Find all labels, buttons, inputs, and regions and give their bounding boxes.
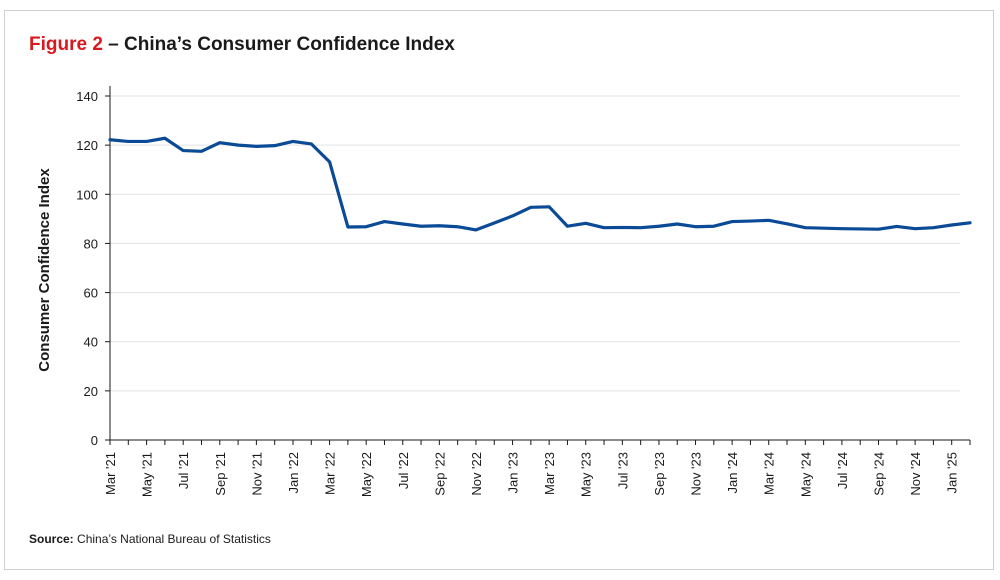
x-tick-label: Jan '25 [945, 452, 960, 494]
x-tick-label: Jan '22 [286, 452, 301, 494]
title-text: China’s Consumer Confidence Index [124, 34, 455, 55]
data-point [346, 225, 350, 229]
x-tick-label: Nov '24 [908, 452, 923, 496]
figure-frame [4, 10, 994, 570]
data-point [840, 227, 844, 230]
x-tick-label: May '21 [140, 452, 155, 497]
data-point [547, 205, 551, 209]
x-tick-label: Nov '22 [469, 452, 484, 496]
x-tick-label: Sep '24 [872, 452, 887, 496]
y-tick-label: 140 [76, 89, 98, 104]
data-point [859, 227, 862, 231]
data-point [511, 214, 514, 218]
data-point [584, 222, 587, 225]
x-tick-label: Mar '24 [762, 452, 777, 495]
gridlines [110, 95, 960, 392]
y-tick-label: 40 [84, 335, 98, 350]
y-tick-label: 0 [91, 433, 98, 448]
data-point [767, 219, 770, 222]
data-point [364, 225, 368, 228]
x-tick-label: Nov '21 [249, 452, 264, 496]
data-point [181, 149, 185, 152]
x-tick-label: Mar '22 [323, 452, 338, 495]
figure-label: Figure 2 [29, 34, 103, 55]
y-tick-label: 80 [84, 236, 98, 251]
x-tick-label: May '23 [579, 452, 594, 497]
x-axis: Mar '21 May '21 Jul '21 Sep '21 Nov '21 Jan '… [103, 439, 971, 497]
data-point [932, 226, 935, 229]
data-point [108, 138, 112, 141]
data-point [291, 140, 295, 143]
data-point [602, 226, 606, 229]
data-point [163, 137, 167, 140]
data-point [785, 222, 789, 225]
data-point [273, 144, 276, 147]
y-axis-label: Consumer Confidence Index [36, 168, 53, 372]
x-tick-label: Jan '24 [725, 452, 740, 494]
data-point [456, 225, 459, 228]
x-tick-label: Jul '21 [176, 452, 191, 489]
title-separator: – [102, 34, 125, 55]
data-point [657, 225, 661, 228]
y-tick-label: 100 [76, 187, 98, 202]
data-point [529, 206, 533, 209]
x-tick-label: Jul '23 [615, 452, 630, 489]
data-point [749, 219, 752, 223]
chart-title: Figure 2 – China’s Consumer Confidence I… [29, 34, 455, 56]
y-tick-label: 120 [76, 138, 98, 153]
x-tick-label: Nov '23 [689, 452, 704, 496]
x-tick-label: Jul '24 [835, 452, 850, 489]
data-point [804, 226, 807, 229]
data-point [822, 226, 825, 230]
data-point [127, 140, 130, 143]
data-point [694, 225, 697, 228]
x-tick-label: Sep '23 [652, 452, 667, 496]
x-tick-label: Mar '21 [103, 452, 118, 495]
data-point [877, 227, 880, 231]
series-line [108, 136, 972, 232]
y-tick-label: 20 [84, 384, 98, 399]
data-point [328, 160, 331, 164]
data-point [310, 142, 313, 146]
y-axis: 0 20 40 60 80 100 120 140 [76, 86, 111, 448]
x-tick-label: Jul '22 [396, 452, 411, 489]
data-point [676, 222, 679, 226]
data-point [236, 143, 240, 147]
source-label: Source: [29, 532, 74, 546]
data-point [621, 226, 624, 229]
data-point [730, 220, 734, 223]
data-point [639, 226, 642, 229]
data-point [419, 225, 423, 228]
x-tick-label: Sep '21 [213, 452, 228, 496]
source-note: Source: China’s National Bureau of Stati… [29, 532, 271, 546]
data-point [493, 221, 496, 225]
x-tick-label: Jan '23 [506, 452, 521, 494]
data-point [438, 224, 441, 227]
x-tick-label: Sep '22 [432, 452, 447, 496]
data-point [913, 227, 917, 230]
data-point [255, 145, 258, 148]
data-point [895, 225, 899, 228]
data-point [712, 225, 716, 228]
data-point [218, 141, 221, 144]
series-group [108, 136, 972, 232]
data-point [474, 228, 478, 232]
source-text: China’s National Bureau of Statistics [73, 532, 271, 546]
x-tick-label: May '24 [798, 452, 813, 497]
data-point [145, 140, 148, 143]
x-tick-label: May '22 [359, 452, 374, 497]
data-point [968, 221, 972, 224]
x-tick-label: Mar '23 [542, 452, 557, 495]
data-point [950, 223, 953, 227]
data-point [383, 220, 386, 223]
data-point [566, 225, 569, 228]
data-point [200, 150, 203, 153]
y-tick-label: 60 [84, 286, 98, 301]
data-point [401, 222, 404, 226]
